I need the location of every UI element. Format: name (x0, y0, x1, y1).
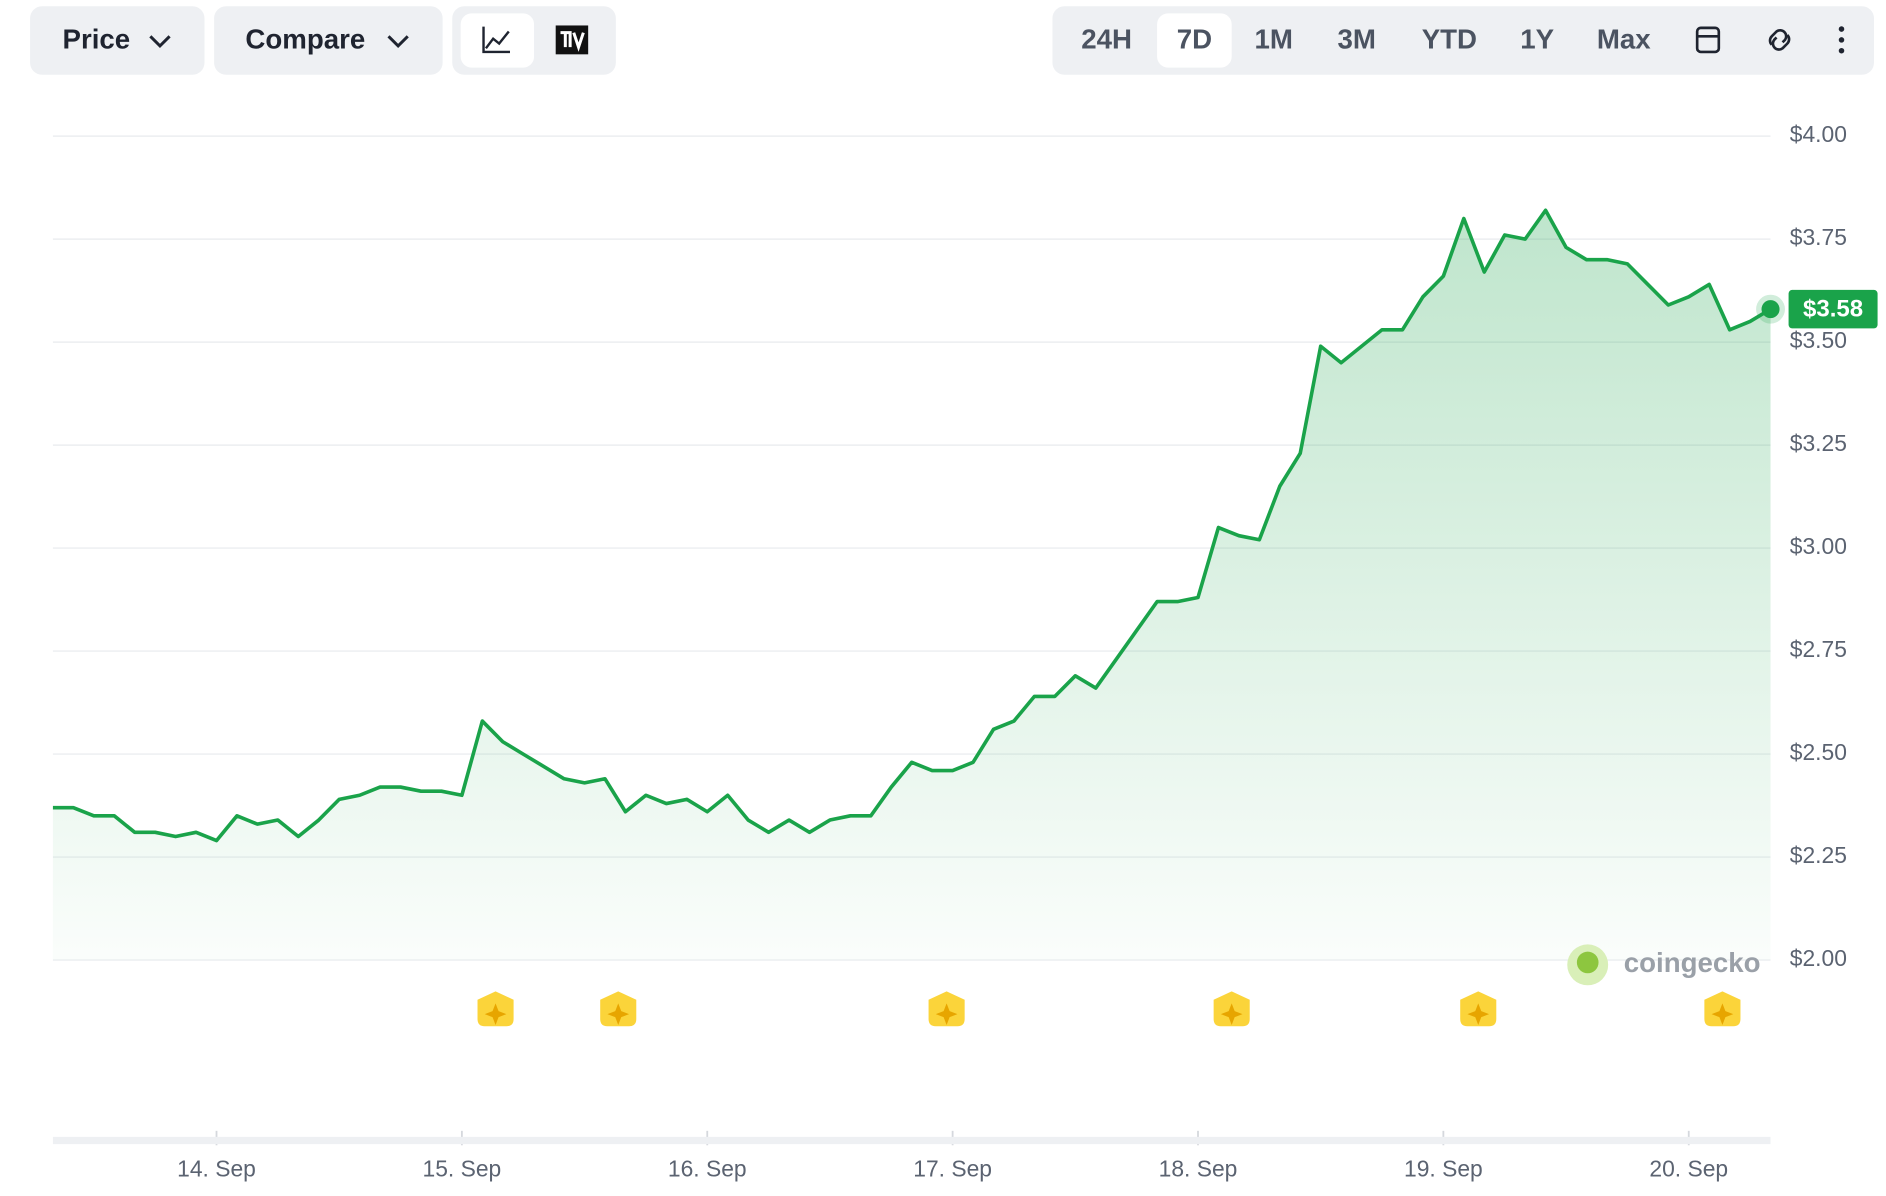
y-tick-label: $2.50 (1790, 739, 1847, 765)
y-tick-label: $4.00 (1790, 121, 1847, 147)
range-button[interactable]: 7D (1177, 23, 1212, 54)
price-label: Price (63, 23, 131, 54)
y-tick-label: $2.75 (1790, 636, 1847, 662)
x-tick-label: 17. Sep (913, 1156, 992, 1182)
link-icon[interactable] (1768, 28, 1791, 51)
calendar-icon[interactable] (1695, 26, 1721, 54)
x-tick-label: 15. Sep (423, 1156, 502, 1182)
event-markers (477, 991, 1741, 1027)
price-line (52, 208, 1772, 843)
watermark: coingecko (1624, 947, 1761, 978)
x-tick-label: 20. Sep (1649, 1156, 1728, 1182)
y-tick-label: $3.25 (1790, 430, 1847, 456)
event-marker[interactable] (1460, 991, 1497, 1027)
event-marker[interactable] (477, 991, 514, 1027)
chevron (387, 35, 409, 49)
menu-dot[interactable] (1838, 26, 1845, 32)
event-marker[interactable] (1213, 991, 1250, 1027)
menu-dot (1838, 37, 1845, 43)
y-tick-label: $2.25 (1790, 842, 1847, 868)
compare-label: Compare (245, 23, 365, 54)
event-marker[interactable] (928, 991, 965, 1027)
y-tick-label: $3.00 (1790, 533, 1847, 559)
event-marker[interactable] (1704, 991, 1741, 1027)
tradingview-icon (560, 31, 585, 52)
range-button[interactable]: 1Y (1520, 23, 1554, 54)
current-price-badge (1788, 289, 1878, 329)
range-button[interactable]: 3M (1338, 23, 1376, 54)
event-marker[interactable] (600, 991, 637, 1027)
last-point (1761, 300, 1780, 319)
toolbar: Price Compare 24H 7D 1M 3M YTD 1Y Max (30, 6, 1874, 75)
y-tick-label: $3.75 (1790, 224, 1847, 250)
compare-button[interactable] (214, 6, 443, 75)
line-chart-button[interactable] (460, 13, 535, 68)
line-chart-icon (482, 26, 510, 54)
area (52, 210, 1771, 961)
range-group (1052, 6, 1874, 75)
range-button[interactable]: YTD (1422, 23, 1477, 54)
range-button[interactable]: 1M (1255, 23, 1293, 54)
y-tick-label: $3.50 (1790, 327, 1847, 353)
watermark-logo-inner (1576, 951, 1599, 974)
range-button[interactable]: 24H (1081, 23, 1132, 54)
current-price-label: $3.58 (1803, 296, 1863, 323)
menu-dot (1838, 47, 1845, 54)
x-tick-label: 19. Sep (1404, 1156, 1483, 1182)
y-tick-label: $2.00 (1790, 945, 1847, 971)
tradingview-button[interactable] (555, 25, 589, 55)
x-tick-label: 16. Sep (668, 1156, 747, 1182)
x-tick-label: 18. Sep (1159, 1156, 1238, 1182)
price-button[interactable] (30, 6, 205, 75)
range-button[interactable]: Max (1597, 23, 1651, 54)
x-tick-label: 14. Sep (177, 1156, 256, 1182)
active-range-bg[interactable] (1157, 13, 1232, 68)
chevron (149, 35, 171, 49)
